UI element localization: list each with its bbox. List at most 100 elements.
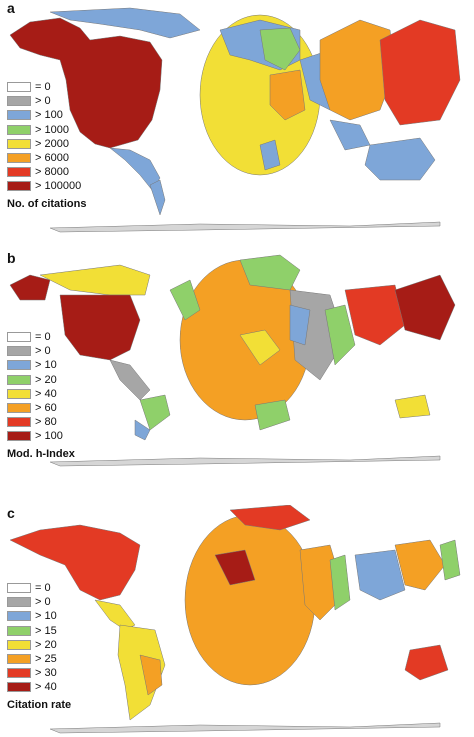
legend-label: > 0 — [35, 596, 51, 609]
region-east-asia-orange — [394, 539, 446, 591]
legend-label: > 40 — [35, 387, 57, 400]
legend-item: > 0 — [7, 344, 75, 358]
region-north-america — [9, 524, 141, 601]
region-antarctica — [49, 455, 441, 467]
legend-label: > 100 — [35, 109, 63, 122]
region-south-america — [139, 394, 171, 431]
legend-swatch — [7, 346, 31, 357]
legend-swatch — [7, 583, 31, 594]
legend-item: > 10 — [7, 609, 71, 623]
region-southeast-asia — [329, 119, 371, 151]
region-central-africa-dark — [214, 549, 256, 586]
legend-swatch — [7, 181, 31, 192]
region-yellow-region — [239, 329, 281, 366]
legend-item: > 25 — [7, 652, 71, 666]
map-panel-citations: a = 0 > 0 > 100 > 1000 > 2000 > 6000 > 8… — [0, 0, 474, 238]
legend-label: > 0 — [35, 95, 51, 108]
region-south-america — [117, 624, 166, 721]
legend-item: > 40 — [7, 387, 75, 401]
legend-swatch — [7, 625, 31, 636]
legend-swatch — [7, 403, 31, 414]
legend-item: > 40 — [7, 680, 71, 694]
region-australia — [364, 137, 436, 181]
legend-label: > 10 — [35, 359, 57, 372]
panel-letter: a — [7, 0, 15, 16]
region-canada — [39, 264, 151, 296]
panel-letter: b — [7, 250, 16, 266]
legend-item: > 100 — [7, 108, 86, 122]
legend-swatch — [7, 360, 31, 371]
region-south-america-blue — [134, 419, 151, 441]
region-green — [329, 554, 351, 611]
legend-swatch — [7, 332, 31, 343]
legend-item: > 20 — [7, 373, 75, 387]
region-canada — [49, 7, 201, 39]
legend-swatch — [7, 654, 31, 665]
legend-label: = 0 — [35, 81, 51, 94]
region-asia-blue — [354, 549, 406, 601]
region-europe-africa — [184, 514, 316, 686]
region-south-america-orange — [139, 654, 163, 696]
legend-item: > 80 — [7, 415, 75, 429]
legend-swatch — [7, 167, 31, 178]
region-india — [324, 304, 356, 366]
legend-label: > 100 — [35, 430, 63, 443]
region-south-africa — [254, 399, 291, 431]
region-orange-europe — [269, 69, 306, 121]
legend-item: > 8000 — [7, 165, 86, 179]
legend-label: > 40 — [35, 681, 57, 694]
legend-title: Mod. h-Index — [7, 447, 75, 460]
legend-swatch — [7, 138, 31, 149]
legend-item: > 10 — [7, 358, 75, 372]
legend-item: > 6000 — [7, 151, 86, 165]
legend-item: > 60 — [7, 401, 75, 415]
legend-title: No. of citations — [7, 197, 87, 210]
legend-label: > 60 — [35, 402, 57, 415]
region-antarctica — [49, 221, 441, 233]
legend-label: > 15 — [35, 624, 57, 637]
region-antarctica — [49, 722, 441, 734]
legend-label: > 80 — [35, 416, 57, 429]
legend-swatch — [7, 110, 31, 121]
region-north-europe-red — [229, 505, 311, 531]
region-japan-green — [439, 539, 461, 581]
legend-swatch — [7, 124, 31, 135]
legend-item: > 100000 — [7, 179, 86, 193]
cartogram-citation-rate — [9, 505, 461, 734]
legend-swatch — [7, 639, 31, 650]
legend-swatch — [7, 431, 31, 442]
region-central-america — [94, 599, 136, 631]
legend-item: > 1000 — [7, 123, 86, 137]
legend-item: > 2000 — [7, 137, 86, 151]
legend-title: Citation rate — [7, 698, 72, 711]
legend-label: > 8000 — [35, 166, 69, 179]
panel-letter: c — [7, 505, 15, 521]
legend-swatch — [7, 417, 31, 428]
legend-swatch — [7, 82, 31, 93]
region-asia — [319, 19, 396, 121]
legend-item: = 0 — [7, 80, 86, 94]
region-japan-korea — [394, 274, 456, 341]
map-panel-citation-rate: c = 0 > 0 > 10 > 15 > 20 > 25 > 30 > 40 … — [0, 505, 474, 737]
legend-label: > 6000 — [35, 152, 69, 165]
legend-item: > 100 — [7, 429, 75, 443]
legend-item: > 15 — [7, 624, 71, 638]
legend-swatch — [7, 153, 31, 164]
legend: = 0 > 0 > 10 > 15 > 20 > 25 > 30 > 40 Ci… — [7, 581, 71, 711]
legend-label: > 100000 — [35, 180, 82, 193]
legend: = 0 > 0 > 10 > 20 > 40 > 60 > 80 > 100 M… — [7, 330, 75, 460]
region-green — [259, 27, 301, 71]
map-panel-h-index: b = 0 > 0 > 10 > 20 > 40 > 60 > 80 > 100… — [0, 250, 474, 470]
region-mexico-central-america — [109, 359, 151, 401]
legend-label: > 1000 — [35, 123, 69, 136]
legend-item: > 0 — [7, 94, 86, 108]
legend-swatch — [7, 388, 31, 399]
legend-swatch — [7, 611, 31, 622]
cartogram-citations — [9, 7, 461, 233]
legend-swatch — [7, 668, 31, 679]
legend-label: > 30 — [35, 667, 57, 680]
legend-item: > 20 — [7, 638, 71, 652]
legend: = 0 > 0 > 100 > 1000 > 2000 > 6000 > 800… — [7, 80, 86, 210]
region-south-africa — [259, 139, 281, 171]
region-scandinavia — [169, 279, 201, 321]
